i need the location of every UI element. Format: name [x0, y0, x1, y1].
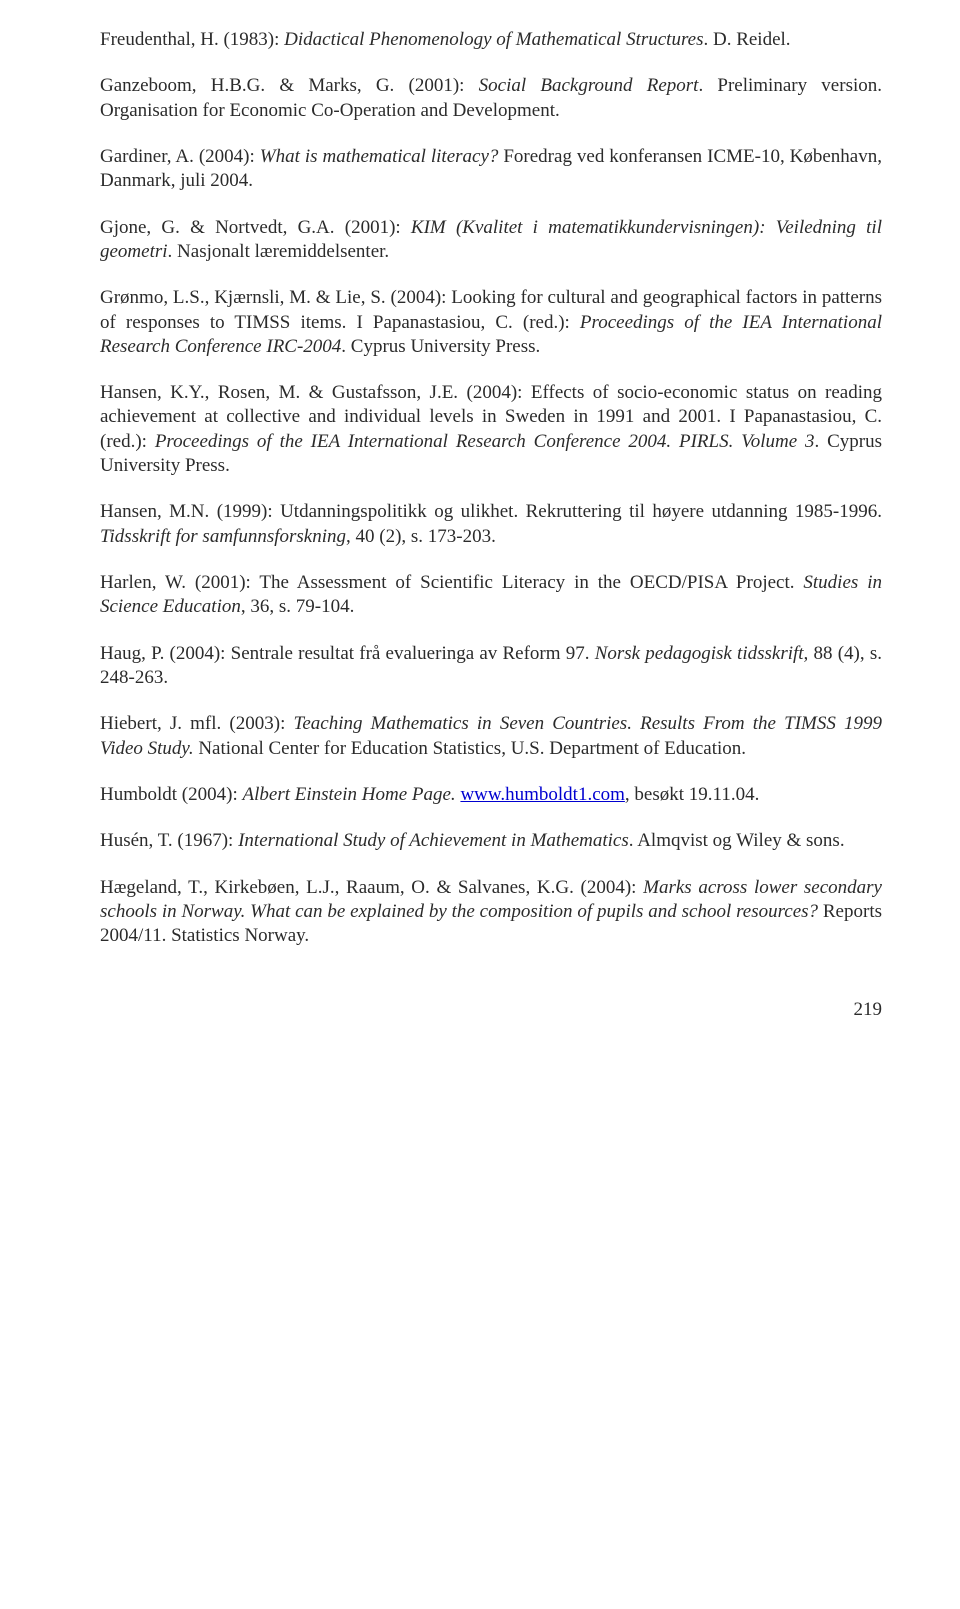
reference-entry: Freudenthal, H. (1983): Didactical Pheno… [100, 28, 882, 52]
reference-entry: Ganzeboom, H.B.G. & Marks, G. (2001): So… [100, 74, 882, 123]
ref-title: Didactical Phenomenology of Mathematical… [284, 29, 703, 50]
ref-title: Proceedings of the IEA International Res… [155, 431, 815, 452]
reference-entry: Gardiner, A. (2004): What is mathematica… [100, 145, 882, 194]
ref-text: Gjone, G. & Nortvedt, G.A. (2001): [100, 217, 411, 238]
reference-entry: Hægeland, T., Kirkebøen, L.J., Raaum, O.… [100, 876, 882, 949]
ref-text: Hægeland, T., Kirkebøen, L.J., Raaum, O.… [100, 877, 643, 898]
ref-title: Albert Einstein Home Page. [243, 784, 456, 805]
reference-entry: Hansen, M.N. (1999): Utdanningspolitikk … [100, 500, 882, 549]
ref-text: Hansen, M.N. (1999): Utdanningspolitikk … [100, 501, 882, 522]
ref-title: Norsk pedagogisk tidsskrift, [595, 643, 809, 664]
ref-text: Haug, P. (2004): Sentrale resultat frå e… [100, 643, 595, 664]
ref-text: Husén, T. (1967): [100, 830, 238, 851]
ref-text: . Nasjonalt læremiddelsenter. [168, 241, 390, 262]
ref-text: , besøkt 19.11.04. [625, 784, 759, 805]
ref-text: Freudenthal, H. (1983): [100, 29, 284, 50]
ref-title: What is mathematical literacy? [260, 146, 499, 167]
ref-title: International Study of Achievement in Ma… [238, 830, 629, 851]
reference-entry: Gjone, G. & Nortvedt, G.A. (2001): KIM (… [100, 216, 882, 265]
page-number: 219 [100, 998, 882, 1022]
ref-text: National Center for Education Statistics… [194, 738, 746, 759]
ref-text: Harlen, W. (2001): The Assessment of Sci… [100, 572, 803, 593]
reference-entry: Humboldt (2004): Albert Einstein Home Pa… [100, 783, 882, 807]
ref-text: Gardiner, A. (2004): [100, 146, 260, 167]
reference-entry: Grønmo, L.S., Kjærnsli, M. & Lie, S. (20… [100, 286, 882, 359]
reference-entry: Hiebert, J. mfl. (2003): Teaching Mathem… [100, 712, 882, 761]
ref-title: Social Background Report [479, 75, 699, 96]
ref-text: . D. Reidel. [703, 29, 790, 50]
ref-text: . Cyprus University Press. [341, 336, 540, 357]
ref-text: . Almqvist og Wiley & sons. [629, 830, 845, 851]
humboldt-link[interactable]: www.humboldt1.com [460, 784, 624, 805]
reference-entry: Hansen, K.Y., Rosen, M. & Gustafsson, J.… [100, 381, 882, 478]
reference-entry: Haug, P. (2004): Sentrale resultat frå e… [100, 642, 882, 691]
ref-title: Tidsskrift for samfunnsforskning [100, 526, 346, 547]
ref-text: Ganzeboom, H.B.G. & Marks, G. (2001): [100, 75, 479, 96]
ref-text: , 36, s. 79-104. [241, 596, 354, 617]
ref-text: Humboldt (2004): [100, 784, 243, 805]
reference-entry: Harlen, W. (2001): The Assessment of Sci… [100, 571, 882, 620]
ref-text: , 40 (2), s. 173-203. [346, 526, 496, 547]
ref-text: Hiebert, J. mfl. (2003): [100, 713, 294, 734]
reference-entry: Husén, T. (1967): International Study of… [100, 829, 882, 853]
